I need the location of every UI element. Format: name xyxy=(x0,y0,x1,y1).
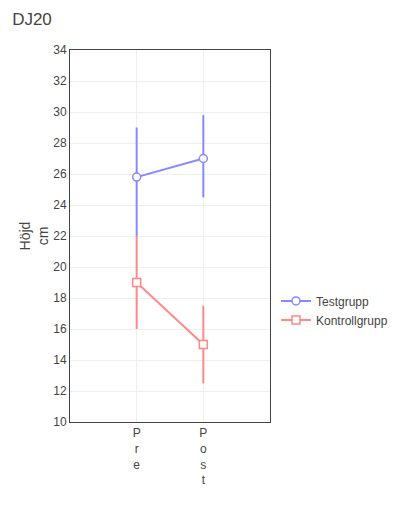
svg-text:30: 30 xyxy=(53,105,67,119)
svg-text:20: 20 xyxy=(53,260,67,274)
svg-text:Testgrupp: Testgrupp xyxy=(316,295,369,309)
svg-text:Höjdcm: Höjdcm xyxy=(17,222,51,251)
svg-text:Post: Post xyxy=(199,426,207,487)
svg-text:18: 18 xyxy=(53,291,67,305)
svg-text:26: 26 xyxy=(53,167,67,181)
svg-text:34: 34 xyxy=(53,43,67,57)
svg-text:DJ20: DJ20 xyxy=(12,10,52,29)
svg-text:22: 22 xyxy=(53,229,67,243)
svg-text:Kontrollgrupp: Kontrollgrupp xyxy=(316,314,388,328)
svg-text:12: 12 xyxy=(53,384,67,398)
svg-text:10: 10 xyxy=(53,415,67,429)
svg-text:32: 32 xyxy=(53,74,67,88)
svg-text:Pre: Pre xyxy=(133,426,141,471)
svg-text:14: 14 xyxy=(53,353,67,367)
svg-text:16: 16 xyxy=(53,322,67,336)
svg-text:24: 24 xyxy=(53,198,67,212)
svg-text:28: 28 xyxy=(53,136,67,150)
